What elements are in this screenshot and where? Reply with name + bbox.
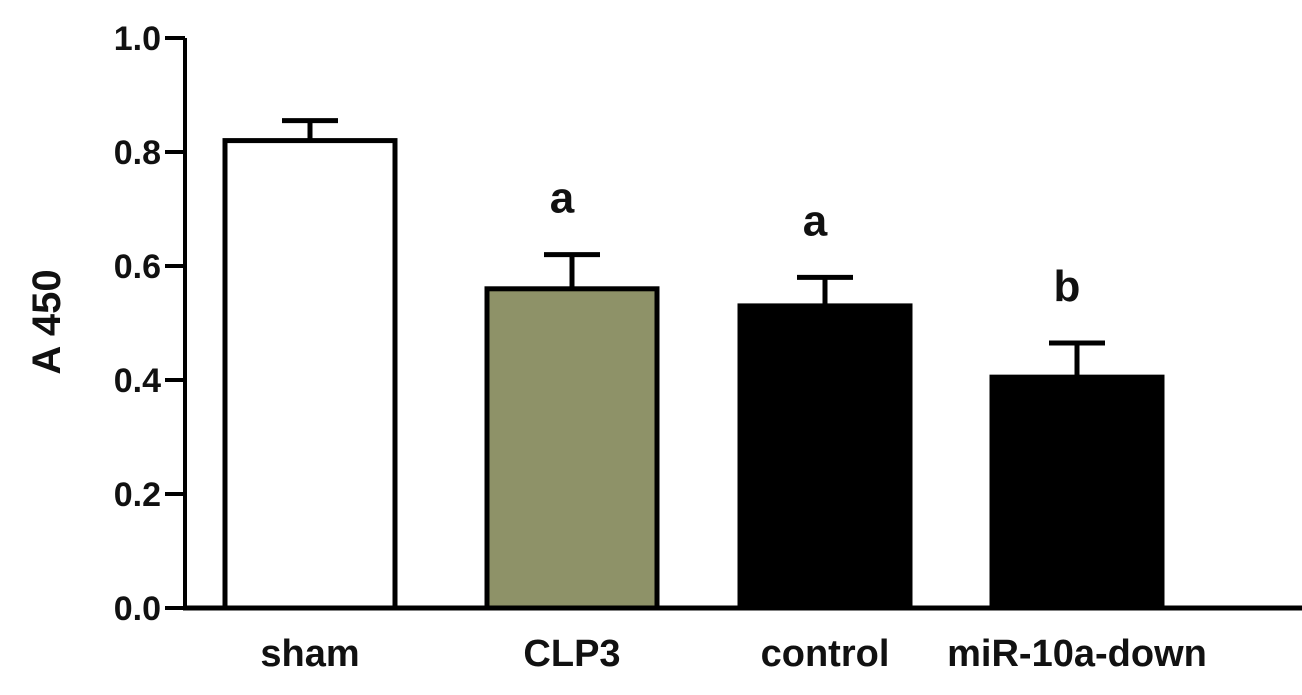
bar-control — [737, 303, 913, 611]
bars — [222, 118, 1165, 611]
significance-letter: a — [550, 174, 575, 223]
y-axis-label: A 450 — [25, 269, 69, 374]
y-tick-label: 0.2 — [114, 476, 161, 514]
y-tick-label: 0.4 — [114, 362, 161, 400]
x-tick-label: CLP3 — [523, 633, 620, 675]
x-axis-labels: sham CLP3 control miR-10a-down — [260, 633, 1206, 675]
x-tick-label: control — [761, 633, 890, 675]
y-tick-label: 0.6 — [114, 248, 161, 286]
bar-sham — [222, 138, 398, 611]
y-tick-label: 1.0 — [114, 20, 161, 58]
y-tick-label: 0.0 — [114, 590, 161, 628]
significance-letter: a — [803, 196, 828, 245]
x-tick-label: sham — [260, 633, 359, 675]
significance-annotations: a a b — [550, 174, 1081, 311]
x-tick-label: miR-10a-down — [947, 633, 1207, 675]
y-tick-label: 0.8 — [114, 134, 161, 172]
y-axis-ticks: 0.0 0.2 0.4 0.6 0.8 1.0 — [114, 20, 185, 628]
bar-clp3 — [484, 286, 660, 611]
bar-mir-10a-down — [989, 374, 1165, 611]
significance-letter: b — [1054, 262, 1081, 311]
